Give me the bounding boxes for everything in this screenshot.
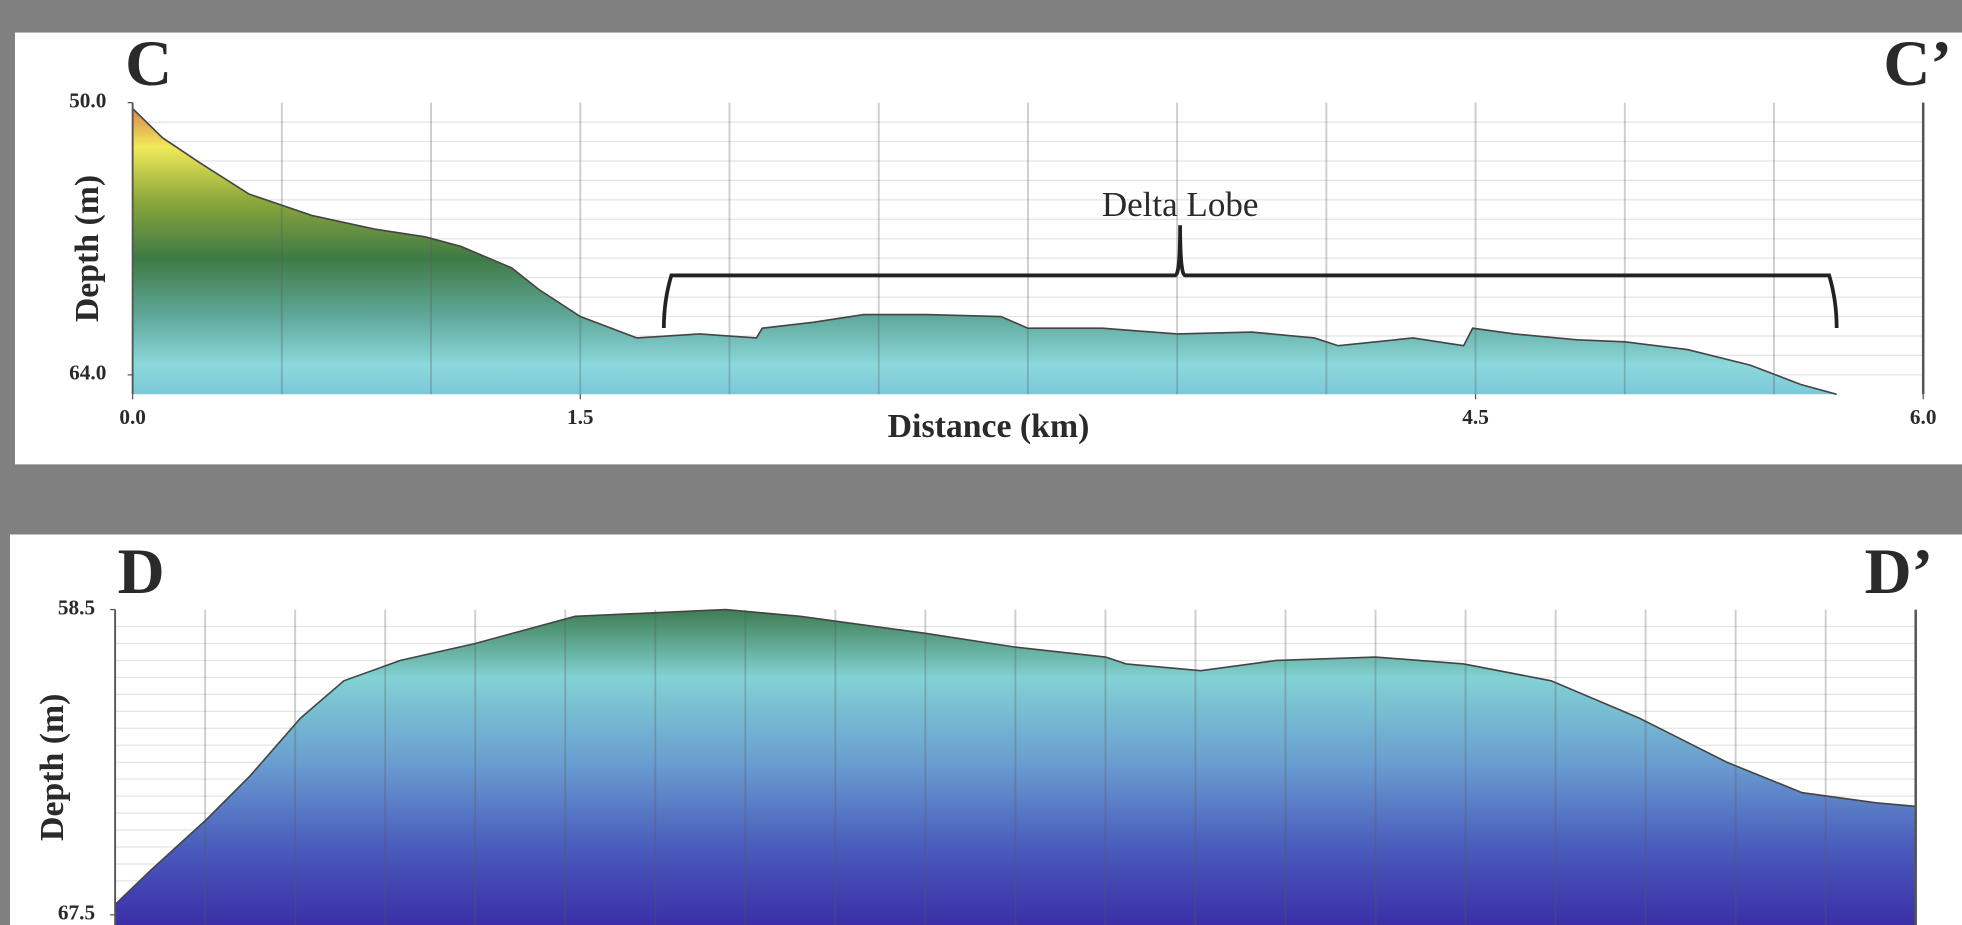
y-tick-label: 64.0 bbox=[69, 361, 106, 385]
y-tick-label: 50.0 bbox=[69, 89, 106, 113]
profile-line bbox=[114, 608, 1916, 906]
section-label: C’ bbox=[1883, 28, 1952, 100]
y-axis-title: Depth (m) bbox=[34, 694, 71, 841]
x-tick-label: 4.5 bbox=[1462, 405, 1489, 429]
x-tick-label: 0.0 bbox=[119, 405, 146, 429]
section-label: C bbox=[125, 28, 172, 100]
bracket bbox=[661, 225, 1839, 328]
y-tick-label: 58.5 bbox=[58, 595, 95, 619]
area-fill bbox=[132, 108, 1837, 395]
y-tick-label: 67.5 bbox=[58, 901, 95, 925]
x-tick-label: 1.5 bbox=[567, 405, 594, 429]
x-tick-label: 6.0 bbox=[1910, 405, 1937, 429]
profile-line bbox=[132, 107, 1837, 396]
area-fill bbox=[115, 609, 1916, 925]
section-label: D’ bbox=[1865, 536, 1934, 608]
y-axis-title: Depth (m) bbox=[69, 175, 106, 322]
section-label: D bbox=[118, 536, 165, 608]
x-axis-title: Distance (km) bbox=[888, 408, 1090, 445]
annotation: Delta Lobe bbox=[1102, 185, 1259, 224]
